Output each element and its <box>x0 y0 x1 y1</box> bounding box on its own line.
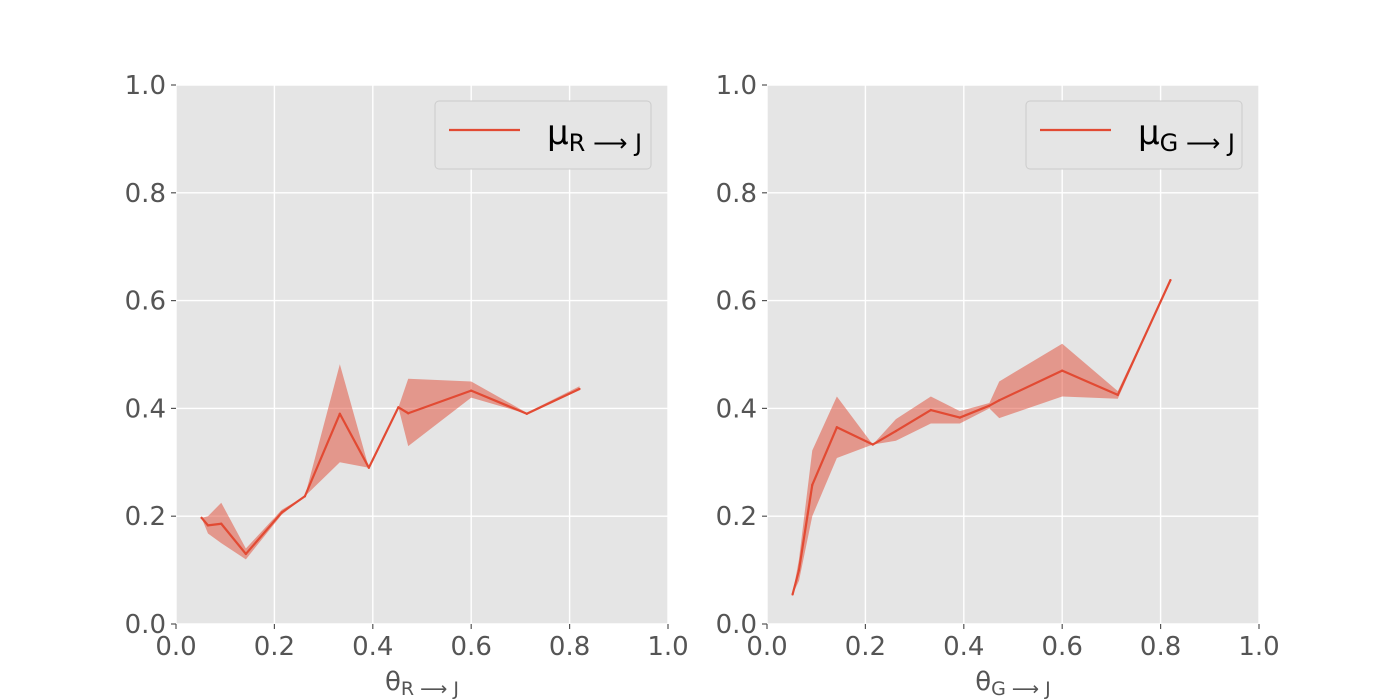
legend-label: μG ⟶ J <box>1138 113 1235 157</box>
series-line-segment <box>929 408 961 419</box>
confidence-band <box>201 364 580 560</box>
legend-box <box>434 100 652 170</box>
y-tick-label: 1.0 <box>125 71 166 101</box>
data-point <box>338 412 341 415</box>
y-tick-label: 1.0 <box>716 71 757 101</box>
series-line-segment <box>958 404 991 419</box>
x-tick-label: 0.0 <box>746 632 787 662</box>
series-line-segment <box>397 406 410 415</box>
series-line-segment <box>811 426 838 487</box>
data-point <box>1061 369 1064 372</box>
y-tick-label: 0.8 <box>125 179 166 209</box>
x-tick-label: 0.4 <box>352 632 393 662</box>
series-line-segment <box>525 387 581 415</box>
data-point <box>407 412 410 415</box>
series-line-segment <box>338 412 370 469</box>
data-point <box>220 522 223 525</box>
series-line-segment <box>791 568 801 596</box>
x-axis-label: θR ⟶ J <box>385 667 459 700</box>
data-point <box>206 524 210 527</box>
series-line-segment <box>470 389 528 415</box>
series-line-segment <box>244 511 283 556</box>
data-point <box>367 466 370 469</box>
data-point <box>578 387 581 391</box>
data-point <box>1169 279 1172 282</box>
x-tick-label: 1.0 <box>647 632 688 662</box>
data-point <box>929 408 932 412</box>
chart-panel-2: 0.0 0.2 0.4 0.6 0.8 1.0 0.0 0.2 0.4 0.6 0.8 1.0 μG ⟶… <box>716 71 1280 700</box>
data-point <box>958 416 961 419</box>
data-point <box>811 483 814 487</box>
series-line-segment <box>988 399 1001 407</box>
series-line-segment <box>280 495 307 514</box>
y-tick-label: 0.0 <box>125 610 166 640</box>
x-tick-label: 0.8 <box>549 632 590 662</box>
grid <box>175 84 669 625</box>
y-tick-label: 0.6 <box>716 287 757 317</box>
data-point <box>797 569 801 572</box>
x-tick-label: 0.4 <box>943 632 984 662</box>
data-point <box>835 426 838 429</box>
data-point <box>470 389 473 392</box>
data-point <box>894 429 898 433</box>
confidence-band <box>792 280 1171 595</box>
data-point <box>1116 393 1119 397</box>
series-line-segment <box>797 483 814 572</box>
x-tick-label: 0.6 <box>451 632 492 662</box>
series-line-segment <box>894 408 932 433</box>
x-axis-label: θG ⟶ J <box>975 667 1051 700</box>
plot-area <box>176 85 668 624</box>
y-tick-label: 0.4 <box>716 394 757 424</box>
y-tick-label: 0.4 <box>125 394 166 424</box>
x-tick-label: 0.2 <box>254 632 295 662</box>
legend-box <box>1025 100 1243 170</box>
series-line-segment <box>220 522 247 556</box>
data-point <box>280 511 283 514</box>
y-tick-label: 0.2 <box>716 502 757 532</box>
series-line-segment <box>1061 369 1119 397</box>
data-point <box>988 404 991 407</box>
series-line-segment <box>407 389 473 415</box>
series-line-segment <box>367 406 400 469</box>
x-tick-label: 0.2 <box>845 632 886 662</box>
plot-area <box>767 85 1259 624</box>
x-tick-label: 0.0 <box>155 632 196 662</box>
legend: μR ⟶ J <box>434 100 652 170</box>
legend: μG ⟶ J <box>1025 100 1243 170</box>
series-line-segment <box>1116 279 1172 397</box>
series-1 <box>791 279 1172 596</box>
data-point <box>525 412 528 415</box>
y-tick-label: 0.0 <box>716 610 757 640</box>
y-tick-label: 0.6 <box>125 287 166 317</box>
data-point <box>791 593 794 596</box>
y-tick-label: 0.2 <box>125 502 166 532</box>
data-point <box>244 552 247 556</box>
series-line-segment <box>206 522 223 527</box>
series-line-segment <box>998 369 1064 402</box>
series-line-segment <box>200 516 210 527</box>
y-tick-label: 0.8 <box>716 179 757 209</box>
x-tick-label: 0.8 <box>1140 632 1181 662</box>
chart-panel-1: 0.0 0.2 0.4 0.6 0.8 1.0 0.0 0.2 0.4 0.6 0.8 1.0 μR ⟶… <box>125 71 689 700</box>
data-point <box>200 516 203 519</box>
series-line-segment <box>303 412 341 498</box>
x-tick-label: 0.6 <box>1042 632 1083 662</box>
series-1 <box>200 364 581 560</box>
series-line-segment <box>835 426 874 446</box>
series-line-segment <box>871 429 898 446</box>
legend-label: μR ⟶ J <box>547 113 642 157</box>
x-tick-label: 1.0 <box>1238 632 1279 662</box>
data-point <box>871 443 874 446</box>
data-point <box>397 406 400 409</box>
data-point <box>998 399 1001 402</box>
data-point <box>303 495 307 498</box>
